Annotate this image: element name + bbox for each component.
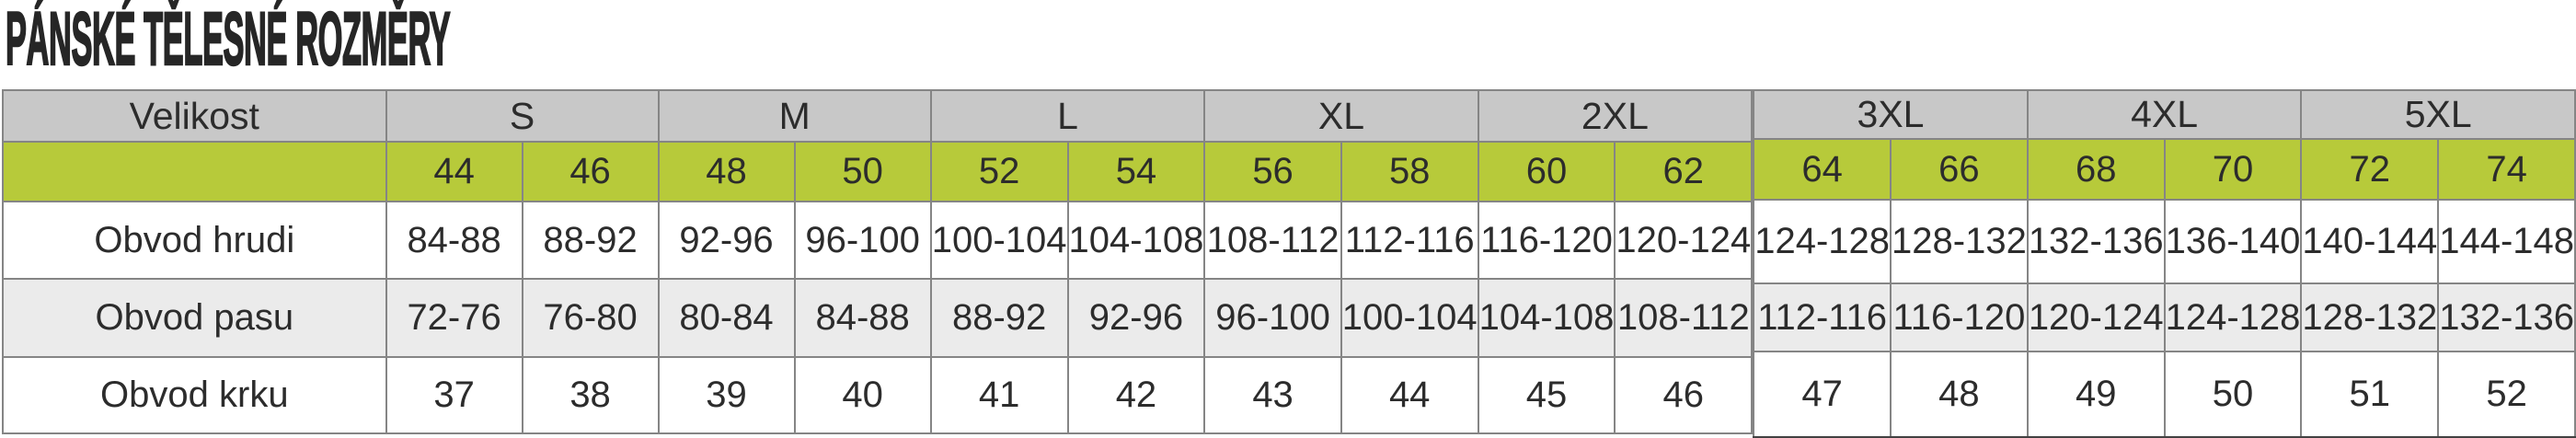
size-number-row-left: 44 46 48 50 52 54 56 58 60 62 <box>2 141 1754 202</box>
value-cell: 40 <box>793 356 932 434</box>
value-cell: 88-92 <box>521 201 660 280</box>
page-title: PÁNSKÉ TĚLESNÉ ROZMĚRY <box>5 0 451 81</box>
value-cell: 88-92 <box>929 278 1069 358</box>
size-cell-50: 50 <box>793 141 932 202</box>
value-cell: 112-116 <box>1340 201 1479 280</box>
value-cell: 80-84 <box>657 278 796 358</box>
value-cell: 50 <box>2163 351 2303 438</box>
value-cell: 136-140 <box>2163 199 2303 284</box>
mens-measurements-table: Velikost S M L XL 2XL 44 46 48 50 52 54 56 58 60… <box>2 89 2576 438</box>
size-cell-64: 64 <box>1753 138 1892 201</box>
size-cell-54: 54 <box>1066 141 1206 202</box>
size-cell-56: 56 <box>1203 141 1342 202</box>
size-letter-header-row-left: Velikost S M L XL 2XL <box>2 89 1754 143</box>
value-cell: 120-124 <box>2026 282 2166 352</box>
value-cell: 52 <box>2437 351 2576 438</box>
value-cell: 37 <box>385 356 523 434</box>
size-group-m: M <box>657 89 932 143</box>
value-cell: 128-132 <box>2300 282 2440 352</box>
value-cell: 100-104 <box>1340 278 1479 358</box>
value-cell: 140-144 <box>2300 199 2440 284</box>
size-cell-52: 52 <box>929 141 1069 202</box>
value-cell: 132-136 <box>2026 199 2166 284</box>
size-cell-66: 66 <box>1890 138 2029 201</box>
value-cell: 104-108 <box>1066 201 1206 280</box>
size-group-l: L <box>929 89 1206 143</box>
table-row-chest-right: 124-128 128-132 132-136 136-140 140-144 144-1… <box>1753 199 2576 284</box>
size-cell-58: 58 <box>1340 141 1479 202</box>
value-cell: 92-96 <box>657 201 796 280</box>
value-cell: 120-124 <box>1614 201 1754 280</box>
value-cell: 112-116 <box>1753 282 1892 352</box>
row-label: Obvod hrudi <box>2 201 387 280</box>
value-cell: 44 <box>1340 356 1479 434</box>
value-cell: 116-120 <box>1890 282 2029 352</box>
value-cell: 128-132 <box>1890 199 2029 284</box>
size-row-label-spacer <box>2 141 387 202</box>
value-cell: 45 <box>1477 356 1616 434</box>
value-cell: 100-104 <box>929 201 1069 280</box>
value-cell: 96-100 <box>793 201 932 280</box>
size-cell-70: 70 <box>2163 138 2303 201</box>
table-row-chest-left: Obvod hrudi 84-88 88-92 92-96 96-100 100-104 1… <box>2 201 1754 280</box>
value-cell: 116-120 <box>1477 201 1616 280</box>
size-group-xl: XL <box>1203 89 1479 143</box>
value-cell: 51 <box>2300 351 2440 438</box>
value-cell: 39 <box>657 356 796 434</box>
value-cell: 47 <box>1753 351 1892 438</box>
table-section-left: Velikost S M L XL 2XL 44 46 48 50 52 54 56 58 60… <box>2 89 1754 434</box>
size-group-s: S <box>385 89 660 143</box>
size-cell-74: 74 <box>2437 138 2576 201</box>
size-group-5xl: 5XL <box>2300 89 2576 140</box>
value-cell: 108-112 <box>1203 201 1342 280</box>
size-cell-48: 48 <box>657 141 796 202</box>
table-row-waist-right: 112-116 116-120 120-124 124-128 128-132 132-1… <box>1753 282 2576 352</box>
value-cell: 38 <box>521 356 660 434</box>
value-cell: 84-88 <box>793 278 932 358</box>
value-cell: 41 <box>929 356 1069 434</box>
value-cell: 124-128 <box>1753 199 1892 284</box>
size-cell-44: 44 <box>385 141 523 202</box>
size-letter-header-row-right: 3XL 4XL 5XL <box>1753 89 2576 140</box>
table-row-waist-left: Obvod pasu 72-76 76-80 80-84 84-88 88-92 92-96… <box>2 278 1754 358</box>
value-cell: 72-76 <box>385 278 523 358</box>
value-cell: 124-128 <box>2163 282 2303 352</box>
value-cell: 46 <box>1614 356 1754 434</box>
size-group-2xl: 2XL <box>1477 89 1754 143</box>
size-cell-72: 72 <box>2300 138 2440 201</box>
value-cell: 144-148 <box>2437 199 2576 284</box>
value-cell: 108-112 <box>1614 278 1754 358</box>
value-cell: 48 <box>1890 351 2029 438</box>
value-cell: 92-96 <box>1066 278 1206 358</box>
table-row-neck-right: 47 48 49 50 51 52 <box>1753 351 2576 438</box>
value-cell: 132-136 <box>2437 282 2576 352</box>
table-row-neck-left: Obvod krku 37 38 39 40 41 42 43 44 45 46 <box>2 356 1754 434</box>
corner-cell-velikost: Velikost <box>2 89 387 143</box>
size-group-4xl: 4XL <box>2026 89 2303 140</box>
value-cell: 43 <box>1203 356 1342 434</box>
size-cell-46: 46 <box>521 141 660 202</box>
size-cell-62: 62 <box>1614 141 1754 202</box>
value-cell: 76-80 <box>521 278 660 358</box>
value-cell: 42 <box>1066 356 1206 434</box>
row-label: Obvod pasu <box>2 278 387 358</box>
size-group-3xl: 3XL <box>1753 89 2029 140</box>
size-number-row-right: 64 66 68 70 72 74 <box>1753 138 2576 201</box>
row-label: Obvod krku <box>2 356 387 434</box>
table-section-right: 3XL 4XL 5XL 64 66 68 70 72 74 124-128 128-132 1… <box>1753 89 2576 438</box>
value-cell: 96-100 <box>1203 278 1342 358</box>
size-cell-68: 68 <box>2026 138 2166 201</box>
value-cell: 84-88 <box>385 201 523 280</box>
size-cell-60: 60 <box>1477 141 1616 202</box>
value-cell: 49 <box>2026 351 2166 438</box>
value-cell: 104-108 <box>1477 278 1616 358</box>
